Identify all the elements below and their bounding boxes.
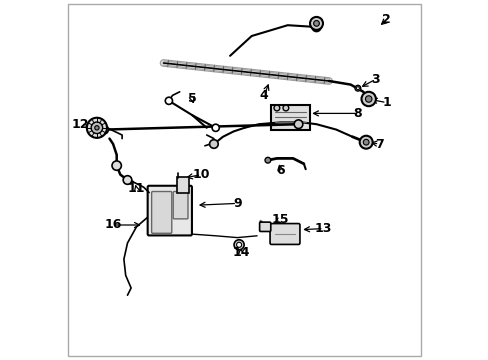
FancyBboxPatch shape (177, 177, 189, 193)
Circle shape (311, 23, 320, 31)
Circle shape (365, 96, 371, 102)
Text: 12: 12 (72, 118, 89, 131)
Circle shape (234, 240, 244, 250)
Circle shape (165, 97, 172, 104)
Circle shape (359, 136, 372, 149)
FancyBboxPatch shape (259, 222, 270, 231)
Circle shape (123, 176, 132, 184)
Circle shape (87, 118, 107, 138)
Circle shape (356, 87, 359, 90)
Circle shape (236, 242, 241, 247)
Text: 4: 4 (260, 89, 268, 102)
FancyBboxPatch shape (269, 224, 299, 244)
FancyBboxPatch shape (151, 192, 171, 233)
Circle shape (273, 105, 279, 111)
Circle shape (91, 122, 102, 134)
Circle shape (309, 17, 322, 30)
Text: 7: 7 (374, 138, 383, 150)
Text: 5: 5 (187, 93, 196, 105)
Text: 8: 8 (353, 107, 362, 120)
Text: 15: 15 (271, 213, 289, 226)
Circle shape (264, 157, 270, 163)
Text: 2: 2 (382, 13, 390, 26)
Text: 11: 11 (127, 183, 145, 195)
Circle shape (95, 126, 99, 130)
Circle shape (100, 125, 108, 134)
Circle shape (294, 120, 302, 129)
Text: 6: 6 (276, 165, 284, 177)
Circle shape (354, 85, 360, 91)
Text: 9: 9 (232, 197, 241, 210)
Circle shape (112, 161, 121, 170)
FancyBboxPatch shape (173, 192, 187, 219)
Circle shape (363, 139, 368, 145)
Circle shape (283, 105, 288, 111)
Circle shape (313, 21, 319, 26)
Text: 13: 13 (314, 222, 332, 235)
Circle shape (361, 92, 375, 106)
Circle shape (212, 124, 219, 131)
Text: 16: 16 (104, 219, 122, 231)
Text: 14: 14 (232, 246, 249, 258)
Text: 1: 1 (382, 96, 390, 109)
FancyBboxPatch shape (270, 105, 309, 130)
FancyBboxPatch shape (147, 186, 192, 235)
Text: 3: 3 (371, 73, 380, 86)
Circle shape (209, 140, 218, 148)
Text: 10: 10 (192, 168, 210, 181)
